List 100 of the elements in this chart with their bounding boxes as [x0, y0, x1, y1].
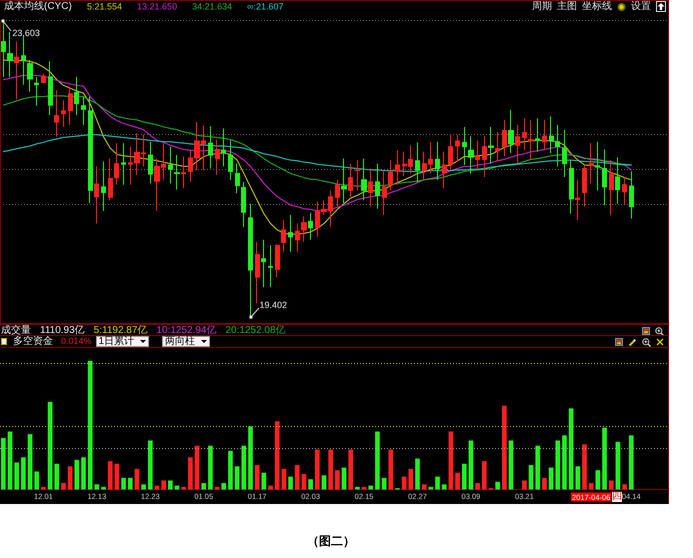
candlestick: [208, 126, 213, 170]
candlestick: [535, 118, 540, 152]
candlestick: [27, 59, 33, 92]
candlestick: [308, 212, 313, 240]
bar: [542, 478, 547, 490]
candlestick: [348, 163, 353, 198]
bar: [268, 486, 273, 490]
bar: [482, 461, 487, 490]
text: 坐标线: [582, 1, 612, 12]
bar: [41, 486, 46, 490]
bar: [575, 466, 580, 490]
candlestick: [288, 214, 293, 252]
candlestick: [468, 136, 474, 174]
candlestick: [295, 223, 300, 252]
bar: [568, 408, 574, 490]
bar: [154, 486, 160, 490]
bar: [495, 482, 500, 490]
bar: [448, 432, 454, 490]
candlestick: [94, 166, 99, 224]
bar: [128, 478, 133, 490]
candlestick: [61, 100, 66, 128]
bar: [362, 486, 366, 490]
candlestick: [515, 124, 520, 164]
candlestick: [275, 244, 280, 278]
bar: [596, 470, 600, 490]
bar: [402, 476, 406, 490]
candlestick: [68, 86, 73, 126]
candlestick: [555, 124, 560, 167]
candlestick: [629, 170, 634, 220]
text: （图二）: [306, 534, 356, 548]
candlestick: [101, 160, 106, 212]
bar: [221, 483, 226, 490]
bar: [548, 468, 554, 490]
bar: [194, 446, 200, 490]
candlestick: [108, 158, 113, 201]
bar: [14, 462, 20, 490]
bar: [388, 450, 394, 490]
candlestick: [549, 116, 554, 154]
bar: [174, 486, 180, 490]
bar: [21, 457, 26, 490]
candlestick: [21, 34, 26, 86]
candlestick: [488, 126, 494, 164]
bar: [475, 483, 480, 490]
bar: [422, 484, 427, 490]
bar: [322, 475, 326, 490]
bar: [428, 486, 434, 490]
text: 34:21.634: [192, 2, 232, 12]
candlestick: [622, 176, 627, 206]
candlestick: [502, 119, 507, 158]
candlestick: [482, 136, 487, 178]
candlestick: [528, 119, 534, 161]
bar: [274, 421, 280, 490]
bar: [462, 464, 467, 490]
bar: [342, 468, 346, 490]
bar: [282, 468, 286, 490]
candlestick: [562, 129, 567, 178]
bar: [348, 450, 354, 490]
candlestick: [41, 72, 46, 84]
candlestick: [114, 142, 119, 186]
bar: [375, 432, 380, 490]
bar: [254, 465, 260, 490]
bar: [628, 435, 634, 490]
bar: [48, 402, 52, 490]
bar: [314, 450, 320, 490]
bar: [1, 438, 6, 490]
dropdown: 1日累计: [96, 336, 150, 347]
bar: [408, 468, 414, 490]
candlestick: [569, 160, 574, 214]
bar: [588, 483, 594, 490]
bar: [288, 476, 293, 490]
candlestick: [148, 141, 153, 184]
candlestick: [1, 20, 6, 78]
bar: [262, 472, 266, 490]
candlestick: [475, 140, 480, 170]
bar: [622, 484, 627, 490]
candlestick: [355, 160, 360, 191]
bar: [442, 484, 447, 490]
bar: [201, 483, 206, 490]
candlestick: [462, 126, 467, 166]
candlestick: [508, 110, 514, 154]
text: 5:1192.87亿: [94, 325, 148, 336]
text: ∞:21.607: [247, 2, 284, 12]
bar: [355, 486, 360, 490]
candlestick: [248, 203, 253, 318]
bar: [502, 406, 507, 490]
candlestick: [375, 163, 380, 210]
bar: [241, 446, 246, 490]
bar: [188, 457, 193, 490]
bar: [302, 474, 306, 490]
candlestick: [602, 148, 607, 206]
candlestick: [542, 119, 547, 151]
bar: [88, 360, 93, 490]
candlestick: [522, 118, 527, 151]
candlestick: [81, 96, 86, 126]
candlestick: [495, 131, 500, 162]
candlestick: [54, 90, 59, 138]
bar: [114, 464, 120, 490]
candlestick: [268, 244, 273, 288]
chart-title: 多空资金: [13, 336, 53, 347]
candlestick: [74, 76, 79, 116]
